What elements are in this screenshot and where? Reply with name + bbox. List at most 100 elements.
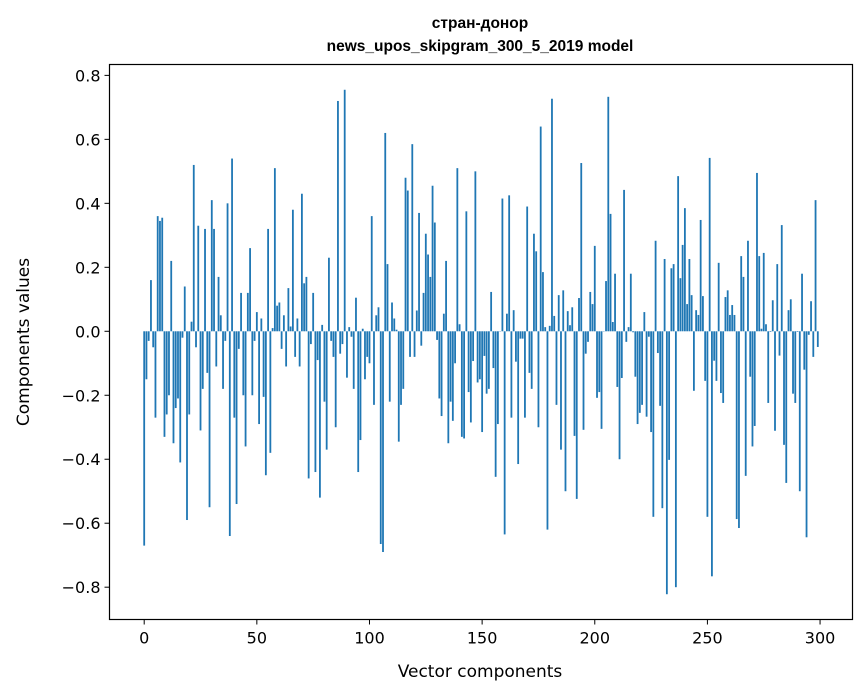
bar-110 bbox=[391, 302, 393, 332]
bar-299 bbox=[816, 331, 819, 347]
x-tick-label: 50 bbox=[247, 629, 267, 648]
bar-224 bbox=[647, 331, 650, 337]
bar-189 bbox=[569, 325, 571, 332]
bar-28 bbox=[206, 331, 209, 373]
bar-35 bbox=[222, 331, 224, 389]
bar-247 bbox=[699, 219, 702, 332]
bar-242 bbox=[688, 258, 691, 332]
plot-frame bbox=[108, 63, 854, 621]
bar-100 bbox=[368, 331, 371, 364]
bar-179 bbox=[546, 331, 549, 530]
bar-36 bbox=[224, 331, 227, 341]
bar-154 bbox=[490, 291, 493, 332]
bar-298 bbox=[814, 200, 817, 332]
bar-282 bbox=[778, 331, 781, 356]
bar-145 bbox=[469, 331, 472, 423]
bar-216 bbox=[629, 273, 632, 332]
bar-116 bbox=[404, 177, 407, 332]
bar-149 bbox=[478, 331, 481, 380]
bar-262 bbox=[733, 314, 736, 332]
bar-231 bbox=[663, 258, 666, 332]
bar-191 bbox=[573, 331, 576, 436]
bar-78 bbox=[319, 331, 321, 498]
bar-14 bbox=[174, 331, 177, 409]
bar-225 bbox=[650, 331, 652, 433]
bar-10 bbox=[165, 331, 168, 415]
bar-180 bbox=[548, 325, 551, 332]
bar-8 bbox=[161, 217, 164, 332]
bar-163 bbox=[510, 331, 513, 418]
y-axis-ticks: −0.8 −0.6 −0.4 −0.2 0.0 0.2 0.4 0.6 0.8 bbox=[62, 66, 110, 597]
bar-73 bbox=[307, 331, 310, 479]
bar-90 bbox=[346, 331, 348, 378]
bar-33 bbox=[217, 276, 220, 332]
bar-42 bbox=[237, 331, 240, 349]
bar-205 bbox=[605, 281, 607, 332]
bar-235 bbox=[672, 264, 675, 332]
bar-80 bbox=[323, 331, 326, 402]
bar-6 bbox=[156, 216, 159, 332]
bar-45 bbox=[244, 331, 247, 447]
bar-156 bbox=[494, 331, 497, 477]
bar-60 bbox=[278, 302, 281, 332]
bar-148 bbox=[476, 331, 479, 383]
bar-193 bbox=[578, 298, 580, 332]
bar-280 bbox=[774, 331, 776, 431]
bar-44 bbox=[242, 331, 245, 396]
bar-169 bbox=[524, 331, 526, 418]
bar-186 bbox=[562, 290, 565, 332]
bar-74 bbox=[310, 331, 312, 345]
bar-89 bbox=[343, 89, 346, 332]
bar-286 bbox=[787, 310, 790, 332]
bar-203 bbox=[600, 331, 603, 429]
bar-112 bbox=[395, 329, 398, 332]
bar-64 bbox=[287, 288, 290, 332]
bar-248 bbox=[702, 296, 704, 332]
bar-95 bbox=[357, 331, 360, 473]
bar-254 bbox=[715, 331, 718, 381]
bar-102 bbox=[373, 331, 375, 405]
bar-213 bbox=[623, 189, 625, 332]
bar-142 bbox=[463, 331, 466, 439]
bar-151 bbox=[483, 331, 486, 356]
bar-171 bbox=[528, 331, 531, 373]
bar-197 bbox=[587, 331, 589, 342]
bar-18 bbox=[183, 286, 186, 332]
bar-221 bbox=[641, 331, 643, 405]
bar-166 bbox=[517, 331, 520, 465]
x-axis-label: Vector components bbox=[398, 662, 563, 682]
bar-281 bbox=[776, 264, 779, 332]
bar-108 bbox=[386, 264, 389, 332]
bar-245 bbox=[695, 310, 698, 332]
bar-226 bbox=[652, 331, 655, 517]
bar-66 bbox=[291, 209, 294, 332]
bar-109 bbox=[388, 331, 391, 402]
bar-24 bbox=[197, 225, 200, 332]
bar-185 bbox=[560, 331, 562, 450]
bar-288 bbox=[792, 331, 794, 394]
bar-55 bbox=[267, 228, 270, 332]
bar-34 bbox=[219, 315, 222, 332]
bar-63 bbox=[285, 331, 288, 367]
y-tick-label: −0.8 bbox=[62, 578, 101, 597]
bar-40 bbox=[233, 331, 236, 418]
bar-72 bbox=[305, 276, 308, 332]
bar-96 bbox=[359, 331, 362, 441]
bar-98 bbox=[364, 331, 366, 380]
bar-31 bbox=[213, 228, 215, 332]
bar-132 bbox=[440, 331, 443, 417]
bar-85 bbox=[334, 331, 337, 428]
bar-178 bbox=[544, 327, 547, 332]
bar-65 bbox=[289, 326, 292, 332]
bar-16 bbox=[179, 331, 182, 463]
bar-77 bbox=[316, 331, 319, 361]
bar-238 bbox=[679, 278, 682, 332]
bar-92 bbox=[350, 331, 353, 337]
bar-111 bbox=[393, 318, 396, 332]
bar-49 bbox=[253, 331, 256, 341]
bar-220 bbox=[638, 331, 641, 413]
bar-46 bbox=[246, 292, 249, 332]
bar-295 bbox=[807, 331, 810, 335]
bar-170 bbox=[526, 206, 529, 332]
bar-61 bbox=[280, 331, 283, 349]
